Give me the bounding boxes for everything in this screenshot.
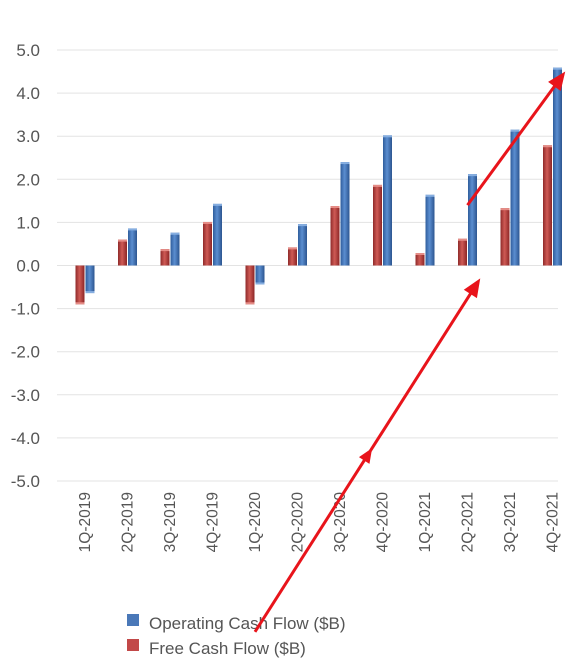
x-tick-label: 1Q-2019 [77,492,94,552]
x-tick-label: 1Q-2021 [417,492,434,552]
x-tick-label: 4Q-2019 [205,492,222,552]
x-tick-label: 3Q-2021 [502,492,519,552]
bar-cap [85,291,95,294]
bar-cap [203,221,212,224]
bar-operating-cash-flow [510,129,520,266]
legend-label-operating-cash-flow: Operating Cash Flow ($B) [149,614,346,633]
bar-operating-cash-flow [85,265,95,294]
bar-cap [330,206,340,209]
bar-free-cash-flow [203,221,212,266]
bar-free-cash-flow [458,238,467,266]
bar-cap [373,184,382,187]
bar-free-cash-flow [160,249,170,266]
bar-cap [160,249,170,252]
bar-cap [213,203,222,206]
bar-operating-cash-flow [468,174,477,266]
bar-free-cash-flow [75,265,85,305]
bar-operating-cash-flow [213,203,222,266]
bar-cap [128,228,137,231]
bar-cap [288,247,297,250]
bar-cap [340,162,350,165]
bar-cap [553,67,562,70]
arrow-head [358,448,373,464]
bar-cap [425,194,435,197]
legend-swatch-free-cash-flow [127,639,139,651]
y-tick-label: -5.0 [11,472,40,491]
bars [75,67,562,305]
y-tick-label: 0.0 [16,257,40,276]
x-tick-label: 3Q-2019 [162,492,179,552]
bar-operating-cash-flow [425,194,435,266]
y-tick-label: -3.0 [11,386,40,405]
x-tick-label: 2Q-2019 [120,492,137,552]
bar-operating-cash-flow [128,228,137,266]
bar-operating-cash-flow [340,162,350,266]
bar-cap [245,302,255,305]
bar-cap [458,238,467,241]
x-tick-label: 3Q-2020 [332,492,349,553]
bar-cap [170,232,180,235]
y-tick-label: 5.0 [16,41,40,60]
x-tick-label: 1Q-2020 [247,492,264,553]
arrow-head [548,71,566,92]
bar-cap [255,282,265,285]
bar-cap [468,174,477,177]
y-tick-label: -1.0 [11,300,40,319]
bar-operating-cash-flow [383,135,392,266]
bar-cap [543,145,552,148]
x-tick-label: 4Q-2020 [375,492,392,553]
bar-cap [383,135,392,138]
bar-operating-cash-flow [553,67,562,266]
bar-operating-cash-flow [170,232,180,266]
x-tick-label: 2Q-2020 [290,492,307,553]
legend-label-free-cash-flow: Free Cash Flow ($B) [149,639,306,658]
bar-free-cash-flow [543,145,552,266]
x-tick-label: 4Q-2021 [545,492,562,552]
bar-operating-cash-flow [298,224,307,266]
arrow-line [466,81,559,207]
y-axis-ticks: 5.0 4.0 3.0 2.0 1.0 0.0 -1.0 -2.0 -3.0 -4.0 -5.0 [11,41,40,491]
bar-free-cash-flow [500,208,510,266]
bar-free-cash-flow [288,247,297,266]
bar-free-cash-flow [245,265,255,305]
bar-cap [118,239,127,242]
x-axis-ticks: 1Q-2019 2Q-2019 3Q-2019 4Q-2019 1Q-2020 2Q-20… [77,492,562,553]
bar-free-cash-flow [330,206,340,266]
y-tick-label: 2.0 [16,170,40,189]
bar-cap [298,224,307,227]
bar-free-cash-flow [118,239,127,266]
arrow-line [253,289,474,633]
y-tick-label: -4.0 [11,429,40,448]
bar-operating-cash-flow [255,265,265,285]
y-tick-label: 1.0 [16,213,40,232]
legend-swatch-operating-cash-flow [127,614,139,626]
x-tick-label: 2Q-2021 [460,492,477,552]
bar-free-cash-flow [373,184,382,266]
trend-arrows [253,71,566,633]
y-tick-label: 3.0 [16,127,40,146]
arrow-head [463,278,481,299]
grid-lines [57,49,558,482]
legend: Operating Cash Flow ($B) Free Cash Flow … [127,614,346,658]
bar-cap [415,253,425,256]
y-tick-label: 4.0 [16,84,40,103]
bar-cap [510,129,520,132]
bar-free-cash-flow [415,253,425,266]
bar-cap [75,302,85,305]
bar-cap [500,208,510,211]
y-tick-label: -2.0 [11,343,40,362]
